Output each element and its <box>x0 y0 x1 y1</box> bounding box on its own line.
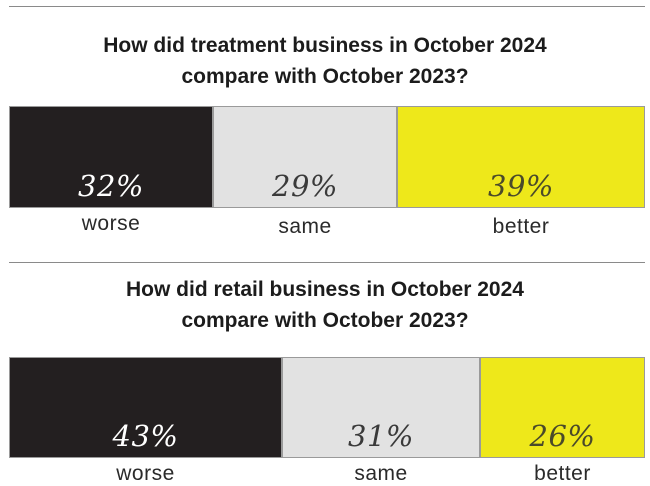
chart-2-segment-better: 26% <box>480 357 645 458</box>
chart-2-stacked-bar: 43% 31% 26% <box>9 357 645 458</box>
chart-2-value-label-same: 31% <box>348 419 414 453</box>
chart-2-segment-worse: 43% <box>9 357 282 458</box>
chart-2-category-label-worse: worse <box>116 462 175 485</box>
chart-1-value-label-worse: 32% <box>78 169 144 203</box>
chart-1-title-line-2: compare with October 2023? <box>181 65 469 88</box>
chart-1-value-label-better: 39% <box>488 169 554 203</box>
chart-1-title-line-1: How did treatment business in October 20… <box>103 34 547 57</box>
chart-1-category-label-better: better <box>492 215 550 238</box>
chart-2-segment-same: 31% <box>282 357 480 458</box>
middle-divider <box>9 262 645 263</box>
chart-1-segment-better: 39% <box>397 106 645 208</box>
chart-2-title-line-1: How did retail business in October 2024 <box>126 278 524 301</box>
chart-2-title: How did retail business in October 2024 … <box>0 274 650 336</box>
chart-2-value-label-better: 26% <box>529 419 596 453</box>
chart-1-value-label-same: 29% <box>272 169 338 203</box>
chart-2-category-label-better: better <box>534 462 591 485</box>
chart-1-category-label-worse: worse <box>81 212 141 235</box>
top-divider <box>9 6 645 7</box>
chart-2-value-label-worse: 43% <box>112 419 179 453</box>
chart-1-stacked-bar: 32% 29% 39% <box>9 106 645 208</box>
chart-1-segment-same: 29% <box>213 106 397 208</box>
chart-1-title: How did treatment business in October 20… <box>0 30 650 92</box>
chart-2-title-line-2: compare with October 2023? <box>181 309 469 332</box>
chart-1-segment-worse: 32% <box>9 106 213 208</box>
chart-1-category-label-same: same <box>278 215 332 238</box>
chart-2-category-label-same: same <box>354 462 408 485</box>
